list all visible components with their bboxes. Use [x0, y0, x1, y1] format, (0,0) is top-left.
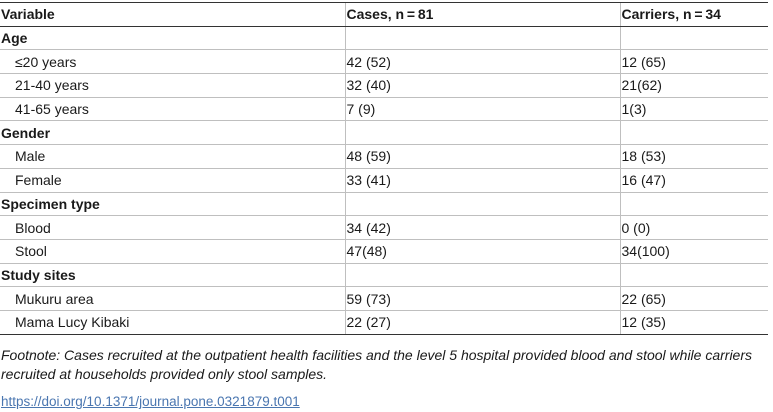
group-row: Specimen type	[0, 191, 768, 217]
group-row: Age	[0, 25, 768, 51]
carriers-value: 0 (0)	[619, 215, 768, 240]
doi-link[interactable]: https://doi.org/10.1371/journal.pone.032…	[1, 394, 300, 409]
header-row: Variable Cases, n = 81 Carriers, n = 34	[0, 2, 768, 27]
cases-value: 22 (27)	[344, 309, 620, 335]
carriers-value: 22 (65)	[619, 286, 768, 311]
table-row: ≤20 years 42 (52) 12 (65)	[0, 49, 768, 75]
cases-value	[344, 25, 620, 51]
carriers-value: 12 (65)	[619, 49, 768, 75]
carriers-value: 34(100)	[619, 238, 768, 264]
variable-label: Stool	[0, 238, 345, 264]
table-row: 21-40 years 32 (40) 21(62)	[0, 73, 768, 98]
group-label: Age	[0, 25, 345, 51]
group-label: Gender	[0, 120, 345, 146]
carriers-value: 21(62)	[619, 73, 768, 98]
carriers-value: 12 (35)	[619, 309, 768, 335]
carriers-value: 1(3)	[619, 96, 768, 122]
variable-label: ≤20 years	[0, 49, 345, 75]
table-row: Stool 47(48) 34(100)	[0, 238, 768, 264]
table-row: 41-65 years 7 (9) 1(3)	[0, 96, 768, 122]
table-row: Blood 34 (42) 0 (0)	[0, 215, 768, 240]
group-row: Study sites	[0, 262, 768, 288]
group-label: Specimen type	[0, 191, 345, 217]
header-carriers: Carriers, n = 34	[619, 2, 768, 27]
carriers-value: 18 (53)	[619, 144, 768, 169]
carriers-value: 16 (47)	[619, 167, 768, 193]
table-body: Age ≤20 years 42 (52) 12 (65) 21-40 years 32 …	[0, 25, 768, 335]
variable-label: 21-40 years	[0, 73, 345, 98]
group-row: Gender	[0, 120, 768, 146]
cases-value: 48 (59)	[344, 144, 620, 169]
header-variable: Variable	[0, 2, 345, 27]
cases-value	[344, 191, 620, 217]
cases-value: 33 (41)	[344, 167, 620, 193]
variable-label: Male	[0, 144, 345, 169]
table-row: Male 48 (59) 18 (53)	[0, 144, 768, 169]
variable-label: 41-65 years	[0, 96, 345, 122]
cases-value: 7 (9)	[344, 96, 620, 122]
cases-value: 47(48)	[344, 238, 620, 264]
table-row: Female 33 (41) 16 (47)	[0, 167, 768, 193]
group-label: Study sites	[0, 262, 345, 288]
cases-value: 34 (42)	[344, 215, 620, 240]
data-table: Variable Cases, n = 81 Carriers, n = 34 …	[0, 2, 768, 335]
variable-label: Mukuru area	[0, 286, 345, 311]
table-row: Mama Lucy Kibaki 22 (27) 12 (35)	[0, 309, 768, 335]
carriers-value	[619, 262, 768, 288]
cases-value	[344, 120, 620, 146]
cases-value: 32 (40)	[344, 73, 620, 98]
header-cases: Cases, n = 81	[344, 2, 620, 27]
cases-value: 59 (73)	[344, 286, 620, 311]
cases-value: 42 (52)	[344, 49, 620, 75]
variable-label: Female	[0, 167, 345, 193]
variable-label: Blood	[0, 215, 345, 240]
table-footnote: Footnote: Cases recruited at the outpati…	[1, 347, 753, 382]
carriers-value	[619, 191, 768, 217]
cases-value	[344, 262, 620, 288]
carriers-value	[619, 25, 768, 51]
carriers-value	[619, 120, 768, 146]
variable-label: Mama Lucy Kibaki	[0, 309, 345, 335]
table-row: Mukuru area 59 (73) 22 (65)	[0, 286, 768, 311]
